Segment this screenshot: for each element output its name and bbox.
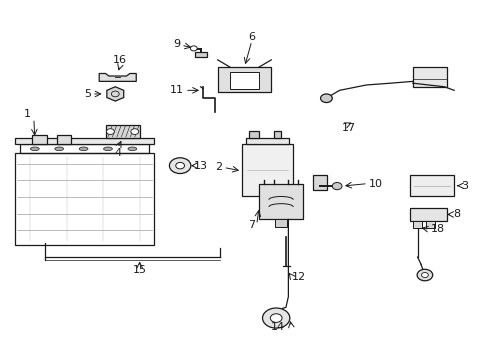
Polygon shape xyxy=(217,67,271,92)
Bar xyxy=(242,144,293,196)
Bar xyxy=(273,131,281,138)
Text: 8: 8 xyxy=(452,210,459,220)
Circle shape xyxy=(262,308,289,328)
Text: 11: 11 xyxy=(169,85,183,95)
Circle shape xyxy=(175,162,184,169)
Text: 14: 14 xyxy=(270,322,284,332)
Circle shape xyxy=(270,314,282,322)
Bar xyxy=(15,138,154,144)
Bar xyxy=(20,144,149,153)
Circle shape xyxy=(106,129,114,134)
Circle shape xyxy=(169,158,190,174)
Bar xyxy=(259,184,303,220)
Bar xyxy=(409,175,453,196)
Ellipse shape xyxy=(30,147,39,150)
Polygon shape xyxy=(99,73,136,81)
Text: 1: 1 xyxy=(24,109,31,119)
Circle shape xyxy=(320,94,331,103)
Text: 18: 18 xyxy=(430,225,444,234)
Bar xyxy=(409,208,446,221)
Bar xyxy=(412,221,421,228)
Text: 16: 16 xyxy=(113,55,127,65)
Text: 6: 6 xyxy=(248,32,255,41)
Polygon shape xyxy=(105,125,140,138)
Ellipse shape xyxy=(79,147,88,150)
Circle shape xyxy=(131,129,139,134)
Text: 13: 13 xyxy=(194,161,208,171)
Text: 4: 4 xyxy=(114,148,121,158)
Text: 9: 9 xyxy=(173,40,180,49)
Bar xyxy=(15,153,154,244)
Ellipse shape xyxy=(55,147,63,150)
Text: 15: 15 xyxy=(132,265,146,275)
Text: 7: 7 xyxy=(248,220,255,230)
Bar xyxy=(229,72,259,89)
Text: 5: 5 xyxy=(84,89,91,99)
Circle shape xyxy=(331,183,341,190)
Bar xyxy=(249,131,259,138)
Text: 2: 2 xyxy=(215,162,222,172)
Text: 10: 10 xyxy=(368,179,382,189)
Bar xyxy=(425,221,434,228)
Circle shape xyxy=(421,273,427,278)
Circle shape xyxy=(190,46,197,51)
Bar xyxy=(32,135,47,144)
Bar xyxy=(245,138,289,144)
Circle shape xyxy=(416,269,432,281)
Text: 12: 12 xyxy=(292,272,306,282)
Bar xyxy=(312,175,327,190)
Bar xyxy=(57,135,71,144)
Bar xyxy=(275,219,287,226)
Ellipse shape xyxy=(128,147,137,150)
Bar xyxy=(412,67,446,87)
Bar xyxy=(194,52,206,57)
Text: 17: 17 xyxy=(342,123,356,133)
Ellipse shape xyxy=(103,147,112,150)
Text: 3: 3 xyxy=(461,181,468,191)
